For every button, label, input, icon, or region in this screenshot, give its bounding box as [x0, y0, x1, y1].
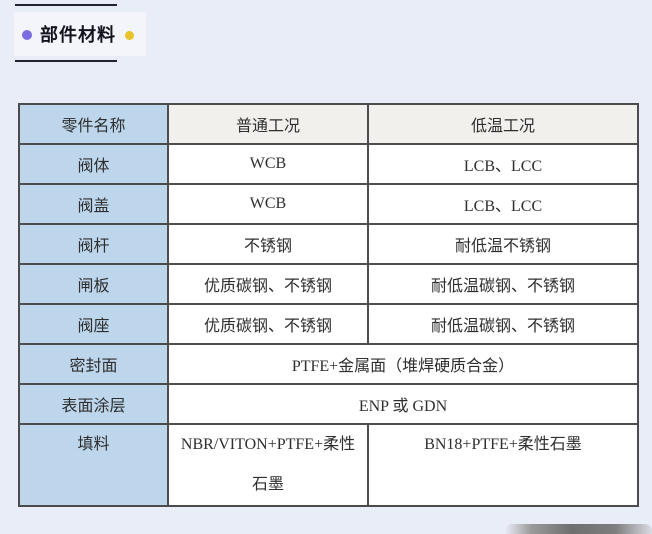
- normal-condition-cell: WCB: [167, 183, 369, 225]
- yellow-dot-icon: [125, 30, 134, 40]
- table-row: 表面涂层 ENP 或 GDN: [18, 383, 639, 425]
- heading-top-rule: [15, 4, 117, 6]
- column-header-low-temp-condition: 低温工况: [367, 103, 639, 145]
- table-row: 阀盖 WCB LCB、LCC: [18, 183, 639, 225]
- page-title: 部件材料: [40, 25, 116, 45]
- normal-condition-cell: 不锈钢: [167, 223, 369, 265]
- low-temp-condition-cell: 耐低温碳钢、不锈钢: [367, 263, 639, 305]
- column-header-normal-condition: 普通工况: [167, 103, 369, 145]
- table-row: 阀杆 不锈钢 耐低温不锈钢: [18, 223, 639, 265]
- purple-dot-icon: [22, 30, 32, 40]
- table-row: 阀体 WCB LCB、LCC: [18, 143, 639, 185]
- merged-condition-cell: ENP 或 GDN: [167, 383, 639, 425]
- next-image-top-edge: [505, 524, 652, 534]
- table-row: 闸板 优质碳钢、不锈钢 耐低温碳钢、不锈钢: [18, 263, 639, 305]
- part-name-cell: 表面涂层: [18, 383, 169, 425]
- merged-condition-cell: PTFE+金属面（堆焊硬质合金）: [167, 343, 639, 385]
- table-row: 阀座 优质碳钢、不锈钢 耐低温碳钢、不锈钢: [18, 303, 639, 345]
- part-name-cell: 密封面: [18, 343, 169, 385]
- part-name-cell: 阀杆: [18, 223, 169, 265]
- normal-condition-cell: WCB: [167, 143, 369, 185]
- normal-condition-cell: 优质碳钢、不锈钢: [167, 263, 369, 305]
- low-temp-condition-cell: 耐低温不锈钢: [367, 223, 639, 265]
- table-row: 密封面 PTFE+金属面（堆焊硬质合金）: [18, 343, 639, 385]
- part-name-cell: 闸板: [18, 263, 169, 305]
- low-temp-condition-cell: BN18+PTFE+柔性石墨: [367, 423, 639, 507]
- normal-condition-cell: NBR/VITON+PTFE+柔性石墨: [167, 423, 369, 507]
- low-temp-condition-cell: LCB、LCC: [367, 143, 639, 185]
- column-header-part-name: 零件名称: [18, 103, 169, 145]
- materials-table: 零件名称 普通工况 低温工况 阀体 WCB LCB、LCC 阀盖 WCB LCB…: [18, 103, 639, 507]
- table-header-row: 零件名称 普通工况 低温工况: [18, 103, 639, 145]
- part-name-cell: 阀体: [18, 143, 169, 185]
- normal-condition-cell: 优质碳钢、不锈钢: [167, 303, 369, 345]
- low-temp-condition-cell: LCB、LCC: [367, 183, 639, 225]
- table-row: 填料 NBR/VITON+PTFE+柔性石墨 BN18+PTFE+柔性石墨: [18, 423, 639, 507]
- section-heading: 部件材料: [22, 24, 134, 46]
- part-name-cell: 填料: [18, 423, 169, 507]
- part-name-cell: 阀座: [18, 303, 169, 345]
- heading-bottom-rule: [15, 60, 117, 62]
- low-temp-condition-cell: 耐低温碳钢、不锈钢: [367, 303, 639, 345]
- heading-backdrop: [14, 12, 146, 56]
- part-name-cell: 阀盖: [18, 183, 169, 225]
